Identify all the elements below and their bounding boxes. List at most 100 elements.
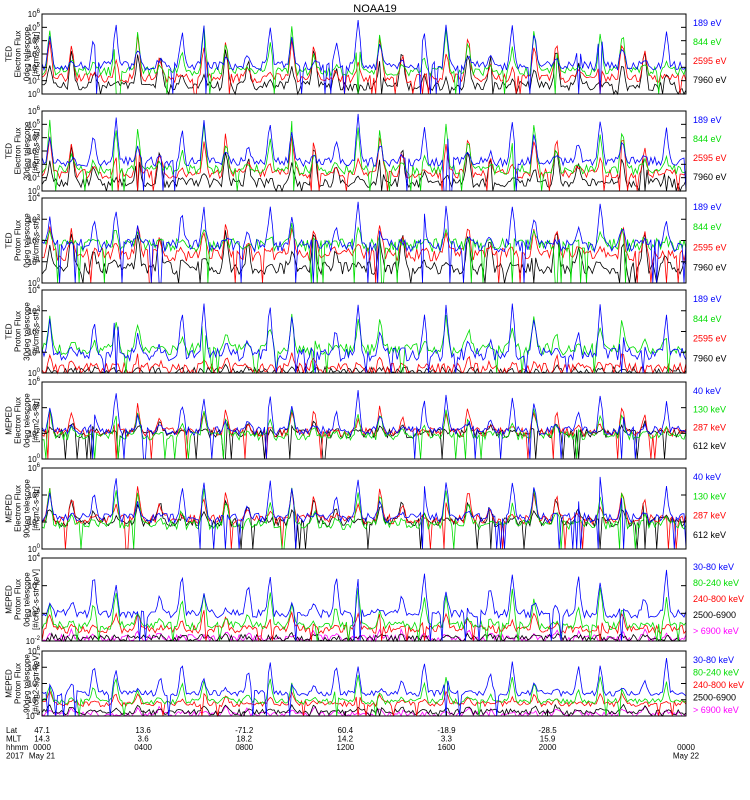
series-line-189-ev: [41, 20, 687, 95]
panels: 100 101 102 103 104 105 106 TEDElectron Flux0de…: [5, 9, 745, 721]
y-axis-label: TEDProton Flux30deg telescope[#/cm2-s-st…: [5, 302, 41, 361]
x-axis-row-label: MLT: [6, 735, 22, 744]
legend-entry: > 6900 keV: [693, 705, 739, 715]
x-axis-cell: May 21: [29, 752, 56, 761]
x-axis-cell: 60.4: [338, 726, 354, 735]
legend-entry: 844 eV: [693, 222, 722, 232]
y-tick-label: 102: [28, 581, 41, 591]
legend-entry: 2595 eV: [693, 242, 727, 252]
series-line-130-kev: [41, 487, 687, 550]
x-axis-cell: 13.6: [135, 726, 151, 735]
y-tick-label: 100: [28, 278, 41, 288]
legend-entry: 844 eV: [693, 37, 722, 47]
legend-entry: 40 keV: [693, 386, 721, 396]
y-tick-label: 102: [28, 62, 41, 72]
panel-7: 10-2 100 102 104 MEPEDProton Flux0deg telesc…: [5, 553, 745, 646]
y-tick-label: 102: [28, 517, 41, 527]
y-tick-label: 101: [28, 173, 41, 183]
series-line-30-80-kev: [41, 658, 687, 717]
panel-1: 100 101 102 103 104 105 106 TEDElectron Flux0de…: [5, 9, 727, 99]
legend-entry: 2500-6900: [693, 610, 736, 620]
x-axis-cell: 0400: [134, 743, 152, 752]
legend-entry: 30-80 keV: [693, 655, 734, 665]
x-axis-cell: 0000: [677, 743, 695, 752]
legend-entry: 189 eV: [693, 115, 722, 125]
y-tick-label: 104: [28, 36, 41, 46]
legend-entry: 240-800 keV: [693, 680, 744, 690]
y-tick-label: 10-2: [26, 711, 41, 721]
y-tick-label: 102: [28, 236, 41, 246]
series-line-130-kev: [41, 408, 687, 460]
x-axis-cell: 14.3: [34, 735, 50, 744]
legend-entry: 287 keV: [693, 423, 726, 433]
y-tick-label: 103: [28, 49, 41, 59]
panel-frame: [41, 381, 687, 460]
y-tick-label: 101: [28, 347, 41, 357]
series-line-40-kev: [41, 390, 687, 460]
series-line-844-ev: [41, 222, 687, 284]
y-tick-label: 105: [28, 119, 41, 129]
series-line-287-kev: [41, 403, 687, 460]
series-line-287-kev: [41, 486, 687, 550]
series-line-80-240-kev: [41, 587, 687, 642]
y-tick-label: 104: [28, 285, 41, 295]
panel-4: 100 101 102 103 104 TEDProton Flux30deg teles…: [5, 285, 727, 378]
legend-entry: 40 keV: [693, 472, 721, 482]
legend-entry: 80-240 keV: [693, 578, 739, 588]
y-tick-label: 101: [28, 76, 41, 86]
y-axis-label: MEPEDProton Flux0deg telescope[#/cm2-s-s…: [5, 569, 41, 630]
series-line-844-ev: [41, 313, 687, 374]
legend-entry: 2500-6900: [693, 693, 736, 703]
series-line-844-ev: [41, 119, 687, 192]
series-line-189-ev: [41, 201, 687, 284]
y-axis-label: MEPEDElectron Flux90deg telescope[#/cm2-…: [5, 479, 41, 538]
y-tick-label: 100: [28, 544, 41, 554]
y-tick-label: 100: [28, 368, 41, 378]
legend-entry: 130 keV: [693, 491, 726, 501]
y-tick-label: 104: [28, 133, 41, 143]
panel-6: 100 102 104 106 MEPEDElectron Flux90deg tele…: [5, 463, 727, 554]
x-axis-cell: May 22: [673, 752, 700, 761]
legend-entry: 189 eV: [693, 18, 722, 28]
y-tick-label: 103: [28, 214, 41, 224]
series-line-40-kev: [41, 476, 687, 550]
series-line-240-800-kev: [41, 689, 687, 717]
legend-entry: 2595 eV: [693, 56, 727, 66]
y-axis-label: TEDElectron Flux30deg telescope[#/cm2-s-…: [5, 121, 41, 180]
x-axis-cell: -18.9: [437, 726, 456, 735]
panel-3: 100 101 102 103 104 TEDProton Flux0deg telesc…: [5, 193, 727, 288]
legend-entry: 7960 eV: [693, 172, 727, 182]
panel-frame: [41, 557, 687, 642]
y-tick-label: 100: [28, 186, 41, 196]
x-axis-cell: 0800: [235, 743, 253, 752]
legend-entry: 2595 eV: [693, 334, 727, 344]
y-tick-label: 102: [28, 159, 41, 169]
legend-entry: 287 keV: [693, 511, 726, 521]
series-line-7960-ev: [41, 230, 687, 284]
y-tick-label: 106: [28, 646, 41, 656]
y-axis-label: TEDProton Flux0deg telescope[#/cm2-s-str…: [5, 213, 41, 268]
y-tick-label: 101: [28, 257, 41, 267]
series-line-80-240-kev: [41, 674, 687, 717]
y-tick-label: 106: [28, 9, 41, 19]
y-tick-label: 104: [28, 490, 41, 500]
x-axis-cell: 18.2: [236, 735, 252, 744]
legend-entry: 7960 eV: [693, 75, 727, 85]
x-axis-cell: 3.3: [441, 735, 453, 744]
y-tick-label: 106: [28, 463, 41, 473]
y-tick-label: 100: [28, 695, 41, 705]
legend-entry: 7960 eV: [693, 263, 727, 273]
y-tick-label: 100: [28, 89, 41, 99]
y-axis-label: MEPEDProton Flux90deg telescope[#/cm2-s-…: [5, 653, 41, 714]
legend-entry: 30-80 keV: [693, 562, 734, 572]
y-tick-label: 106: [28, 106, 41, 116]
y-axis-label: TEDElectron Flux0deg telescope[#/cm2-s-s…: [5, 26, 41, 81]
y-tick-label: 100: [28, 454, 41, 464]
legend-entry: 189 eV: [693, 294, 722, 304]
x-axis-cell: 2000: [539, 743, 557, 752]
x-axis-cell: -28.5: [538, 726, 557, 735]
y-tick-label: 104: [28, 403, 41, 413]
series-line-2500-6900: [41, 703, 687, 718]
y-tick-label: 104: [28, 662, 41, 672]
